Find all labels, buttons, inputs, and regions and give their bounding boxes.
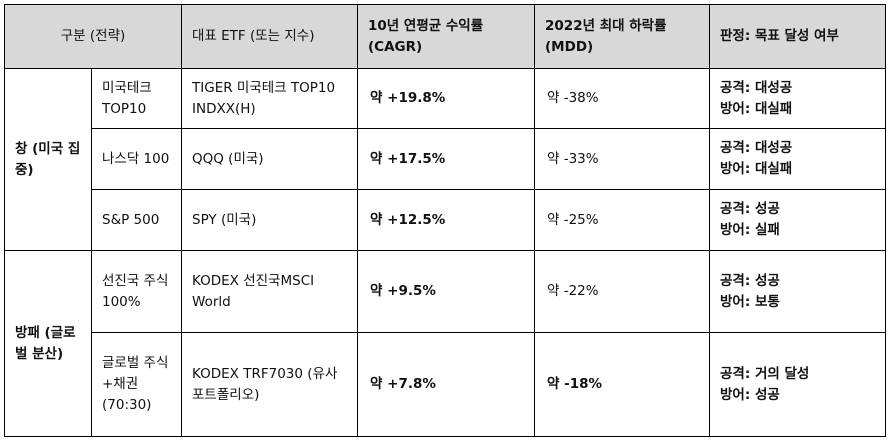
row-cagr: 약 +9.5% — [357, 250, 536, 333]
table-row: 글로벌 주식+채권 (70:30) KODEX TRF7030 (유사 포트폴리… — [5, 332, 887, 437]
row-verdict: 공격: 성공 방어: 실패 — [709, 189, 887, 251]
row-etf: KODEX TRF7030 (유사 포트폴리오) — [181, 332, 359, 437]
verdict-defense: 방어: 대실패 — [720, 100, 793, 117]
verdict-attack: 공격: 성공 — [720, 201, 780, 217]
header-cagr: 10년 연평균 수익률 (CAGR) — [357, 4, 536, 69]
row-mdd: 약 -25% — [534, 189, 711, 251]
header-mdd: 2022년 최대 하락률 (MDD) — [534, 4, 711, 69]
verdict-defense: 방어: 성공 — [720, 386, 780, 403]
table-row: 방패 (글로벌 분산) 선진국 주식 100% KODEX 선진국MSCI Wo… — [4, 250, 887, 437]
row-verdict: 공격: 거의 달성 방어: 성공 — [709, 332, 887, 437]
header-verdict: 판정: 목표 달성 여부 — [709, 4, 887, 69]
table-row: 창 (미국 집중) 미국테크 TOP10 TIGER 미국테크 TOP10 IN… — [4, 68, 887, 251]
verdict-attack: 공격: 성공 — [720, 272, 780, 289]
group-label-shield: 방패 (글로벌 분산) — [4, 250, 92, 437]
verdict-attack: 공격: 대성공 — [720, 140, 793, 156]
row-verdict: 공격: 성공 방어: 보통 — [709, 250, 887, 333]
row-cagr: 약 +17.5% — [357, 128, 536, 190]
header-category: 구분 (전략) — [3, 4, 183, 69]
etf-comparison-table: 구분 (전략) 대표 ETF (또는 지수) 10년 연평균 수익률 (CAGR… — [3, 4, 887, 437]
verdict-attack: 공격: 거의 달성 — [720, 365, 810, 382]
row-mdd: 약 -22% — [534, 250, 711, 333]
row-subcategory: 미국테크 TOP10 — [90, 68, 183, 129]
row-etf: KODEX 선진국MSCI World — [181, 250, 359, 333]
row-mdd: 약 -38% — [534, 68, 711, 129]
row-subcategory: 선진국 주식 100% — [90, 250, 183, 333]
table-row: 나스닥 100 QQQ (미국) 약 +17.5% 약 -33% 공격: 대성공… — [5, 128, 887, 190]
row-mdd: 약 -18% — [534, 332, 711, 437]
row-subcategory: 글로벌 주식+채권 (70:30) — [90, 332, 183, 437]
row-verdict: 공격: 대성공 방어: 대실패 — [709, 68, 887, 129]
row-verdict: 공격: 대성공 방어: 대실패 — [709, 128, 887, 190]
verdict-attack: 공격: 대성공 — [720, 79, 793, 96]
row-mdd: 약 -33% — [534, 128, 711, 190]
row-cagr: 약 +19.8% — [357, 68, 536, 129]
verdict-defense: 방어: 실패 — [720, 222, 780, 238]
header-etf: 대표 ETF (또는 지수) — [181, 4, 359, 69]
row-cagr: 약 +12.5% — [357, 189, 536, 251]
verdict-defense: 방어: 보통 — [720, 293, 780, 310]
row-etf: TIGER 미국테크 TOP10 INDXX(H) — [181, 68, 359, 129]
verdict-defense: 방어: 대실패 — [720, 161, 793, 177]
row-subcategory: S&P 500 — [90, 189, 183, 251]
header-row: 구분 (전략) 대표 ETF (또는 지수) 10년 연평균 수익률 (CAGR… — [3, 4, 887, 69]
group-label-spear: 창 (미국 집중) — [4, 68, 92, 251]
row-cagr: 약 +7.8% — [357, 332, 536, 437]
row-subcategory: 나스닥 100 — [90, 128, 183, 190]
table-row: S&P 500 SPY (미국) 약 +12.5% 약 -25% 공격: 성공 … — [5, 189, 887, 251]
row-etf: SPY (미국) — [181, 189, 359, 251]
row-etf: QQQ (미국) — [181, 128, 359, 190]
